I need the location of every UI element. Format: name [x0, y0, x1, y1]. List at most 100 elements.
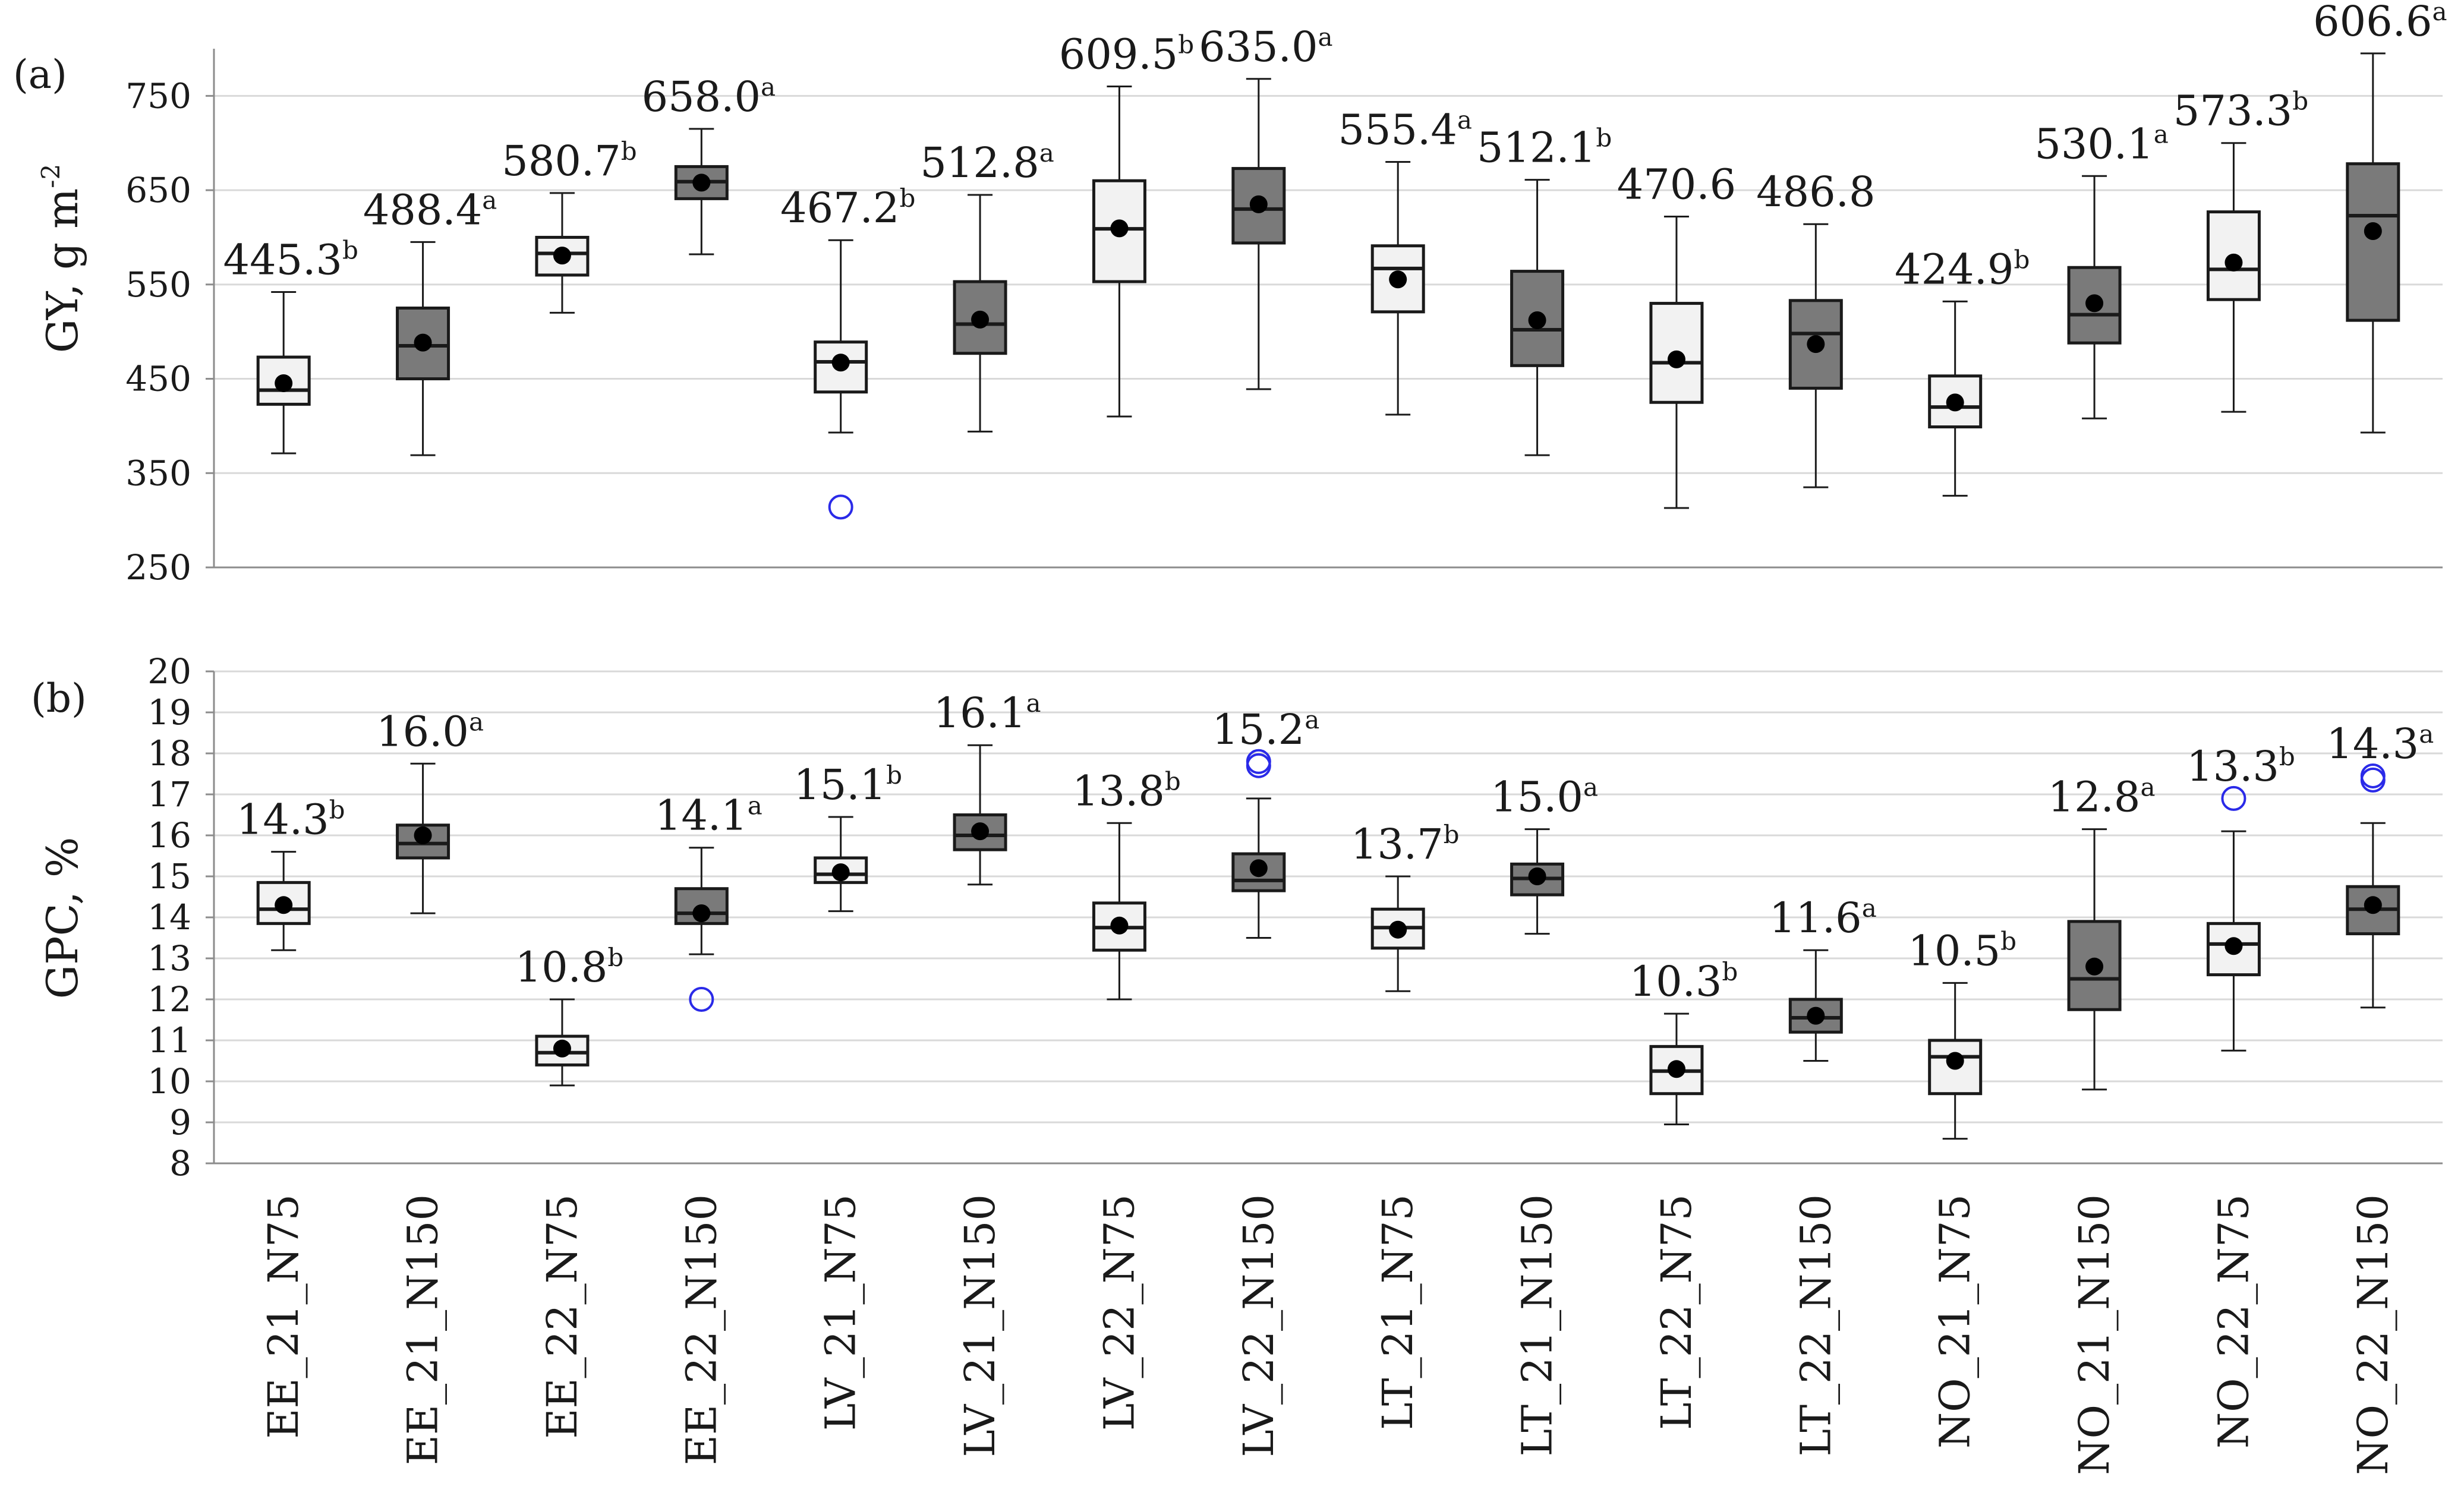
x-category-label: NO_21_N150 [2070, 1194, 2119, 1475]
mean-value-label: 10.3b [1630, 957, 1738, 1006]
mean-value: 12.8 [2048, 773, 2141, 822]
x-category-label: LV_21_N75 [817, 1194, 865, 1431]
significance-letter: a [1305, 705, 1319, 734]
x-category-label: LT_21_N75 [1373, 1194, 1422, 1430]
mean-value: 512.8 [920, 138, 1039, 187]
mean-marker [1946, 393, 1964, 412]
mean-marker [971, 310, 990, 329]
mean-value-label: 15.1b [793, 761, 902, 809]
significance-letter: a [1026, 689, 1041, 718]
x-category-label: EE_21_N75 [259, 1194, 308, 1439]
y-tick-label: 20 [147, 651, 191, 692]
mean-marker [2224, 253, 2243, 272]
significance-letter: a [1862, 894, 1877, 923]
y-tick-label: 17 [147, 774, 191, 815]
mean-marker [692, 173, 711, 192]
significance-letter: b [329, 796, 345, 825]
significance-letter: b [2279, 742, 2295, 771]
box-LV_21_N75: 467.2b [780, 184, 915, 520]
mean-marker [1389, 920, 1407, 939]
mean-marker [275, 896, 293, 914]
significance-letter: b [1165, 766, 1181, 796]
mean-marker [1249, 195, 1268, 213]
box-LT_22_N150: 486.8 [1756, 168, 1876, 488]
mean-marker [2224, 937, 2243, 955]
y-tick-label: 12 [147, 979, 191, 1020]
mean-value: 14.3 [2326, 720, 2419, 768]
significance-letter: a [748, 791, 762, 821]
mean-value: 658.0 [642, 72, 761, 121]
y-tick-label: 750 [125, 75, 191, 116]
box-NO_21_N150: 530.1a [2034, 119, 2169, 419]
y-axis-title: GY, g m-2 [36, 164, 87, 353]
significance-letter: a [2419, 720, 2434, 749]
y-tick-label: 550 [125, 264, 191, 305]
panel-label: (b) [31, 676, 87, 721]
significance-letter: a [469, 707, 484, 736]
y-axis-title: GPC, % [37, 837, 87, 999]
box-LT_21_N75: 13.7b [1351, 820, 1460, 992]
mean-marker [1807, 1006, 1825, 1025]
mean-value-label: 16.1a [934, 689, 1041, 737]
x-category-label: LV_21_N150 [956, 1194, 1004, 1457]
box-EE_21_N75: 445.3b [223, 236, 358, 455]
mean-marker [1946, 1052, 1964, 1070]
box-LT_21_N150: 15.0a [1491, 773, 1598, 935]
iqr-box [2346, 162, 2400, 322]
panel-label: (a) [13, 52, 67, 97]
y-tick-label: 18 [147, 733, 191, 774]
mean-value: 13.7 [1351, 820, 1444, 869]
box-EE_22_N75: 580.7b [502, 137, 637, 314]
significance-letter: b [1444, 820, 1460, 849]
mean-value-label: 555.4a [1338, 105, 1472, 154]
mean-value: 16.0 [376, 707, 469, 756]
mean-value-label: 10.8b [515, 943, 624, 992]
y-tick-label: 11 [147, 1020, 191, 1061]
mean-value: 11.6 [1769, 894, 1862, 942]
mean-value-label: 16.0a [376, 707, 484, 756]
y-tick-label: 13 [147, 938, 191, 979]
mean-value: 424.9 [1895, 245, 2014, 294]
significance-letter: b [342, 236, 358, 265]
y-tick-label: 250 [125, 547, 191, 588]
mean-value: 470.6 [1617, 160, 1736, 209]
box-LT_21_N150: 512.1b [1477, 124, 1612, 456]
mean-value-label: 14.3a [2326, 720, 2434, 768]
mean-marker [1528, 311, 1546, 329]
mean-value: 606.6 [2313, 0, 2432, 46]
iqr-box [1231, 167, 1286, 245]
mean-value-label: 609.5b [1059, 30, 1194, 78]
y-tick-label: 10 [147, 1061, 191, 1102]
mean-value: 13.3 [2186, 742, 2279, 791]
box-LV_21_N75: 15.1b [793, 761, 902, 913]
mean-value: 15.1 [793, 761, 886, 809]
box-LV_21_N150: 512.8a [920, 138, 1054, 433]
mean-marker [553, 1039, 571, 1058]
mean-value-label: 424.9b [1895, 245, 2030, 294]
mean-marker [414, 826, 432, 844]
y-axis-title-text: GPC, % [37, 837, 87, 999]
mean-marker [414, 333, 432, 352]
mean-value-label: 488.4a [363, 185, 497, 234]
significance-letter: a [2154, 119, 2169, 149]
mean-marker [553, 247, 571, 265]
x-category-label: LV_22_N150 [1234, 1194, 1283, 1457]
box-LT_22_N75: 470.6 [1617, 160, 1736, 509]
box-NO_21_N75: 10.5b [1908, 926, 2016, 1140]
mean-value: 530.1 [2034, 119, 2153, 168]
significance-letter: b [1178, 30, 1194, 59]
mean-value: 635.0 [1199, 23, 1318, 71]
significance-letter: a [2140, 773, 2155, 802]
x-category-label: NO_21_N75 [1931, 1194, 1980, 1449]
significance-letter: a [1583, 773, 1598, 802]
iqr-box [256, 881, 311, 925]
iqr-box [2067, 920, 2122, 1011]
mean-value-label: 658.0a [642, 72, 776, 121]
mean-value: 555.4 [1338, 105, 1457, 154]
mean-value-label: 445.3b [223, 236, 358, 285]
mean-value: 445.3 [223, 236, 342, 285]
mean-value: 16.1 [934, 689, 1026, 737]
x-category-label: LT_21_N150 [1513, 1194, 1562, 1456]
